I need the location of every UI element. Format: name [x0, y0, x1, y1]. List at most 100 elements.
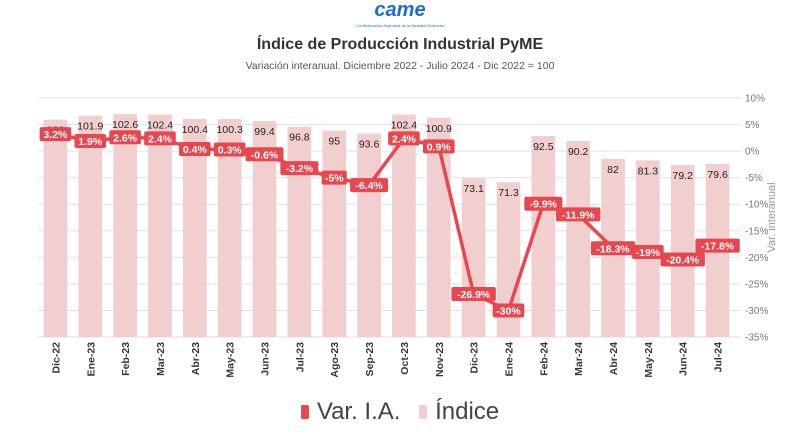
line-value-label: -26.9%	[457, 289, 491, 301]
bar-value-label: 102.4	[147, 120, 173, 132]
line-label-bg	[144, 131, 176, 146]
line-value-label: -17.8%	[701, 241, 735, 253]
came-logo: came Confederación Argentina de la Media…	[356, 0, 444, 28]
legend-label-line: Var. I.A.	[316, 398, 401, 425]
logo-tagline: Confederación Argentina de la Mediana Em…	[356, 23, 444, 28]
right-axis-title: Var. interanual	[766, 182, 778, 252]
x-axis-tick-label: Oct-23	[399, 342, 411, 375]
bar-value-label: 92.5	[533, 141, 554, 153]
bar-value-label: 99.4	[254, 126, 275, 138]
logo-wordmark: came	[374, 0, 425, 21]
x-axis-tick-label: Jul-23	[294, 342, 306, 373]
line-label-bg	[388, 131, 420, 146]
bar	[113, 114, 137, 337]
bar-value-label: 96.8	[289, 132, 310, 144]
line-value-label: 0.4%	[183, 144, 208, 156]
bar	[148, 114, 172, 337]
x-axis-tick-label: Feb-24	[538, 342, 550, 376]
line-value-label: -9.9%	[530, 199, 558, 211]
line-label-bg	[492, 303, 525, 318]
line-label-bg	[632, 245, 664, 260]
bar-value-label: 81.3	[638, 165, 659, 177]
line-label-bg	[245, 147, 284, 162]
line-label-bg	[660, 252, 705, 267]
bar	[357, 133, 381, 337]
line-value-label: -11.9%	[562, 209, 595, 221]
bar-value-label: 71.3	[498, 187, 519, 199]
line-label-bg	[422, 139, 455, 154]
chart-subtitle: Variación interanual. Diciembre 2022 - J…	[245, 60, 555, 72]
bar-value-label: 100.3	[217, 124, 243, 136]
bar-value-label: 101.9	[77, 121, 103, 133]
x-axis-tick-label: Ene-24	[503, 342, 515, 377]
line-value-label: -0.6%	[251, 149, 279, 161]
line-value-label: 3.2%	[43, 129, 68, 141]
line-label-bg	[179, 141, 211, 156]
line-value-label: 2.4%	[392, 133, 417, 145]
bar-value-label: 79.6	[707, 169, 728, 181]
right-axis-tick-label: -20%	[745, 253, 768, 264]
bar-value-label: 90.2	[568, 146, 589, 158]
x-axis-tick-label: Nov-23	[434, 342, 446, 377]
bar	[182, 118, 207, 337]
bar	[287, 126, 312, 338]
x-axis-tick-label: Feb-23	[120, 342, 132, 376]
bar-value-label: 82	[607, 164, 619, 176]
line-label-bg	[590, 241, 636, 256]
x-axis-tick-label: May-24	[643, 342, 655, 378]
right-axis-tick-label: -5%	[745, 173, 763, 184]
line-value-label: -3.2%	[286, 163, 314, 175]
right-axis-tick-label: 5%	[745, 120, 760, 131]
line-value-label: -18.3%	[596, 243, 630, 255]
bar	[252, 121, 277, 337]
line-value-label: -6.4%	[355, 180, 383, 192]
bar	[322, 130, 347, 337]
line-value-label: 2.6%	[113, 132, 138, 144]
bar-value-label: 102.6	[112, 119, 138, 131]
x-axis-tick-label: Sep-23	[364, 342, 376, 377]
line-value-label: -5%	[325, 173, 344, 185]
line-label-bg	[695, 238, 740, 253]
legend-item-line[interactable]: Var. I.A.	[300, 398, 401, 426]
legend-item-bar[interactable]: Índice	[419, 398, 499, 426]
legend-label-bar: Índice	[435, 398, 500, 425]
line-label-bg	[109, 130, 141, 145]
line-value-label: 2.4%	[148, 133, 173, 145]
bar-value-label: 79.2	[673, 170, 694, 182]
legend-swatch-bar	[419, 405, 428, 419]
line-value-label: 1.9%	[78, 136, 103, 148]
x-axis-tick-label: Abr-24	[608, 342, 620, 375]
bar-value-label: 95	[328, 136, 340, 148]
legend-swatch-line	[300, 405, 309, 419]
line-label-bg	[524, 196, 563, 211]
line-label-bg	[74, 134, 107, 149]
line-value-label: 0.3%	[218, 145, 243, 157]
bar-value-label: 102.4	[391, 120, 417, 132]
line-value-label: -20.4%	[666, 254, 700, 266]
bar	[43, 119, 68, 338]
line-value-label: 0.9%	[427, 141, 452, 153]
right-axis-tick-label: -25%	[745, 279, 768, 290]
x-axis-tick-label: Ene-23	[85, 342, 97, 377]
chart-legend: Var. I.A. Índice	[0, 398, 800, 426]
right-axis-tick-label: -35%	[745, 333, 768, 344]
line-label-bg	[39, 127, 72, 142]
x-axis-tick-label: May-23	[225, 342, 237, 378]
x-axis-tick-label: Dic-23	[469, 342, 481, 374]
line-label-bg	[451, 286, 496, 301]
line-value-label: -19%	[636, 247, 661, 259]
line-value-label: -30%	[496, 305, 521, 317]
right-axis-tick-label: 0%	[745, 147, 760, 158]
x-axis-tick-label: Abr-23	[190, 342, 202, 375]
x-axis-tick-label: Jun-23	[260, 342, 272, 376]
right-axis-tick-label: -30%	[745, 306, 768, 317]
bar-value-label: 100.9	[426, 123, 452, 135]
chart-title: Índice de Producción Industrial PyME	[256, 36, 544, 53]
bar-value-label: 73.1	[463, 183, 484, 195]
bar	[531, 136, 556, 337]
bar	[392, 114, 416, 337]
right-axis-tick-label: -10%	[745, 200, 768, 211]
bar-value-label: 100.4	[182, 124, 208, 136]
bar	[217, 119, 242, 337]
